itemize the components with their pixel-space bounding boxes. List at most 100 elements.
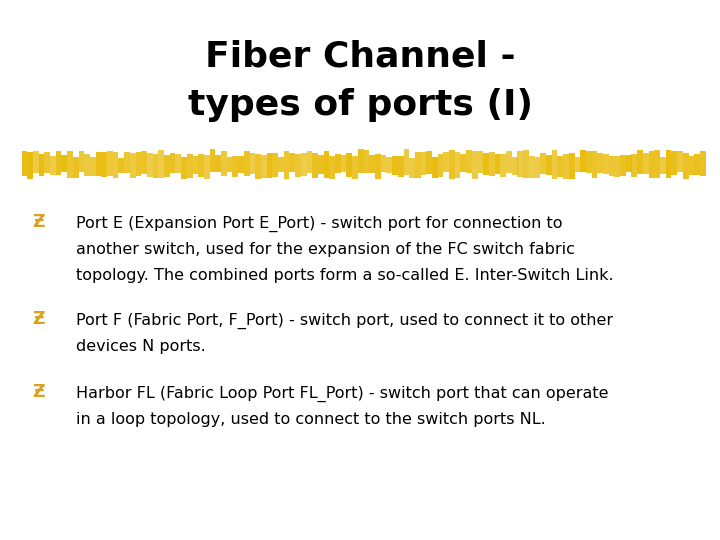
Bar bbox=[261, 155, 266, 178]
Bar bbox=[529, 157, 534, 178]
Bar bbox=[569, 153, 575, 179]
Bar bbox=[483, 153, 489, 175]
Bar bbox=[284, 151, 289, 179]
Bar bbox=[477, 151, 483, 173]
Bar bbox=[461, 154, 467, 172]
Bar bbox=[227, 157, 233, 172]
Bar bbox=[489, 152, 495, 176]
Bar bbox=[215, 156, 221, 172]
Bar bbox=[455, 152, 461, 179]
Bar bbox=[84, 154, 90, 176]
Bar bbox=[119, 158, 124, 173]
Bar bbox=[552, 150, 557, 179]
Bar bbox=[649, 151, 654, 178]
Bar bbox=[467, 150, 472, 173]
Bar bbox=[598, 153, 603, 173]
Bar bbox=[307, 151, 312, 172]
Bar bbox=[523, 150, 529, 178]
Text: in a loop topology, used to connect to the switch ports NL.: in a loop topology, used to connect to t… bbox=[76, 412, 545, 427]
Bar bbox=[295, 153, 301, 177]
Bar bbox=[102, 152, 107, 177]
Bar bbox=[654, 150, 660, 178]
Bar bbox=[438, 154, 444, 177]
Bar bbox=[518, 151, 523, 177]
Bar bbox=[375, 154, 381, 179]
Bar bbox=[631, 153, 637, 177]
Bar bbox=[500, 154, 506, 178]
Bar bbox=[39, 154, 45, 177]
Bar bbox=[266, 153, 272, 178]
Bar bbox=[341, 155, 346, 172]
Bar bbox=[335, 154, 341, 173]
Bar bbox=[78, 151, 84, 172]
Bar bbox=[671, 151, 677, 175]
Bar bbox=[534, 157, 540, 178]
Bar bbox=[233, 156, 238, 177]
Bar bbox=[403, 149, 409, 176]
Bar bbox=[688, 156, 694, 175]
Bar bbox=[176, 154, 181, 173]
Bar bbox=[415, 152, 420, 178]
Bar bbox=[540, 153, 546, 174]
Bar bbox=[677, 151, 683, 172]
Bar bbox=[181, 158, 187, 179]
Bar bbox=[272, 153, 278, 177]
Bar bbox=[575, 157, 580, 172]
Bar bbox=[210, 150, 215, 172]
Bar bbox=[170, 153, 176, 173]
Bar bbox=[666, 150, 671, 178]
Bar bbox=[256, 154, 261, 179]
Bar bbox=[318, 156, 324, 174]
Bar bbox=[346, 153, 352, 177]
Bar bbox=[187, 154, 192, 178]
Bar bbox=[449, 150, 455, 179]
Bar bbox=[700, 151, 706, 176]
Text: types of ports (I): types of ports (I) bbox=[187, 89, 533, 122]
Bar bbox=[420, 152, 426, 175]
Bar bbox=[278, 158, 284, 172]
Bar bbox=[683, 153, 688, 179]
Bar bbox=[614, 156, 620, 177]
Text: Fiber Channel -: Fiber Channel - bbox=[204, 40, 516, 73]
Bar bbox=[563, 154, 569, 179]
Bar bbox=[130, 153, 135, 178]
Text: devices N ports.: devices N ports. bbox=[76, 339, 205, 354]
Bar bbox=[586, 151, 592, 173]
Bar bbox=[364, 150, 369, 172]
Bar bbox=[506, 151, 512, 173]
Bar bbox=[546, 155, 552, 176]
Bar bbox=[153, 154, 158, 178]
Bar bbox=[250, 153, 256, 174]
Bar bbox=[444, 152, 449, 172]
Bar bbox=[27, 152, 33, 179]
Bar bbox=[694, 154, 700, 176]
Bar bbox=[55, 151, 61, 174]
Bar bbox=[495, 154, 500, 174]
Bar bbox=[113, 152, 119, 178]
Text: Port F (Fabric Port, F_Port) - switch port, used to connect it to other: Port F (Fabric Port, F_Port) - switch po… bbox=[76, 313, 613, 329]
Bar bbox=[158, 150, 164, 178]
Bar bbox=[204, 154, 210, 179]
Bar bbox=[33, 151, 39, 173]
Text: Ƶ: Ƶ bbox=[32, 310, 45, 328]
Bar bbox=[352, 156, 358, 179]
Bar bbox=[637, 150, 643, 174]
Bar bbox=[643, 153, 649, 174]
Bar bbox=[608, 157, 614, 176]
Bar bbox=[312, 153, 318, 178]
Bar bbox=[124, 152, 130, 173]
Bar bbox=[426, 151, 432, 174]
Bar bbox=[369, 155, 375, 173]
Bar bbox=[472, 151, 477, 179]
Bar bbox=[358, 149, 364, 173]
Bar bbox=[192, 157, 198, 174]
Text: Ƶ: Ƶ bbox=[32, 213, 45, 231]
Bar bbox=[392, 156, 397, 175]
Bar bbox=[96, 152, 102, 176]
Bar bbox=[45, 152, 50, 173]
Bar bbox=[387, 157, 392, 173]
Bar bbox=[73, 157, 78, 178]
Bar bbox=[164, 155, 170, 177]
Bar bbox=[432, 157, 438, 178]
Bar bbox=[90, 157, 96, 176]
